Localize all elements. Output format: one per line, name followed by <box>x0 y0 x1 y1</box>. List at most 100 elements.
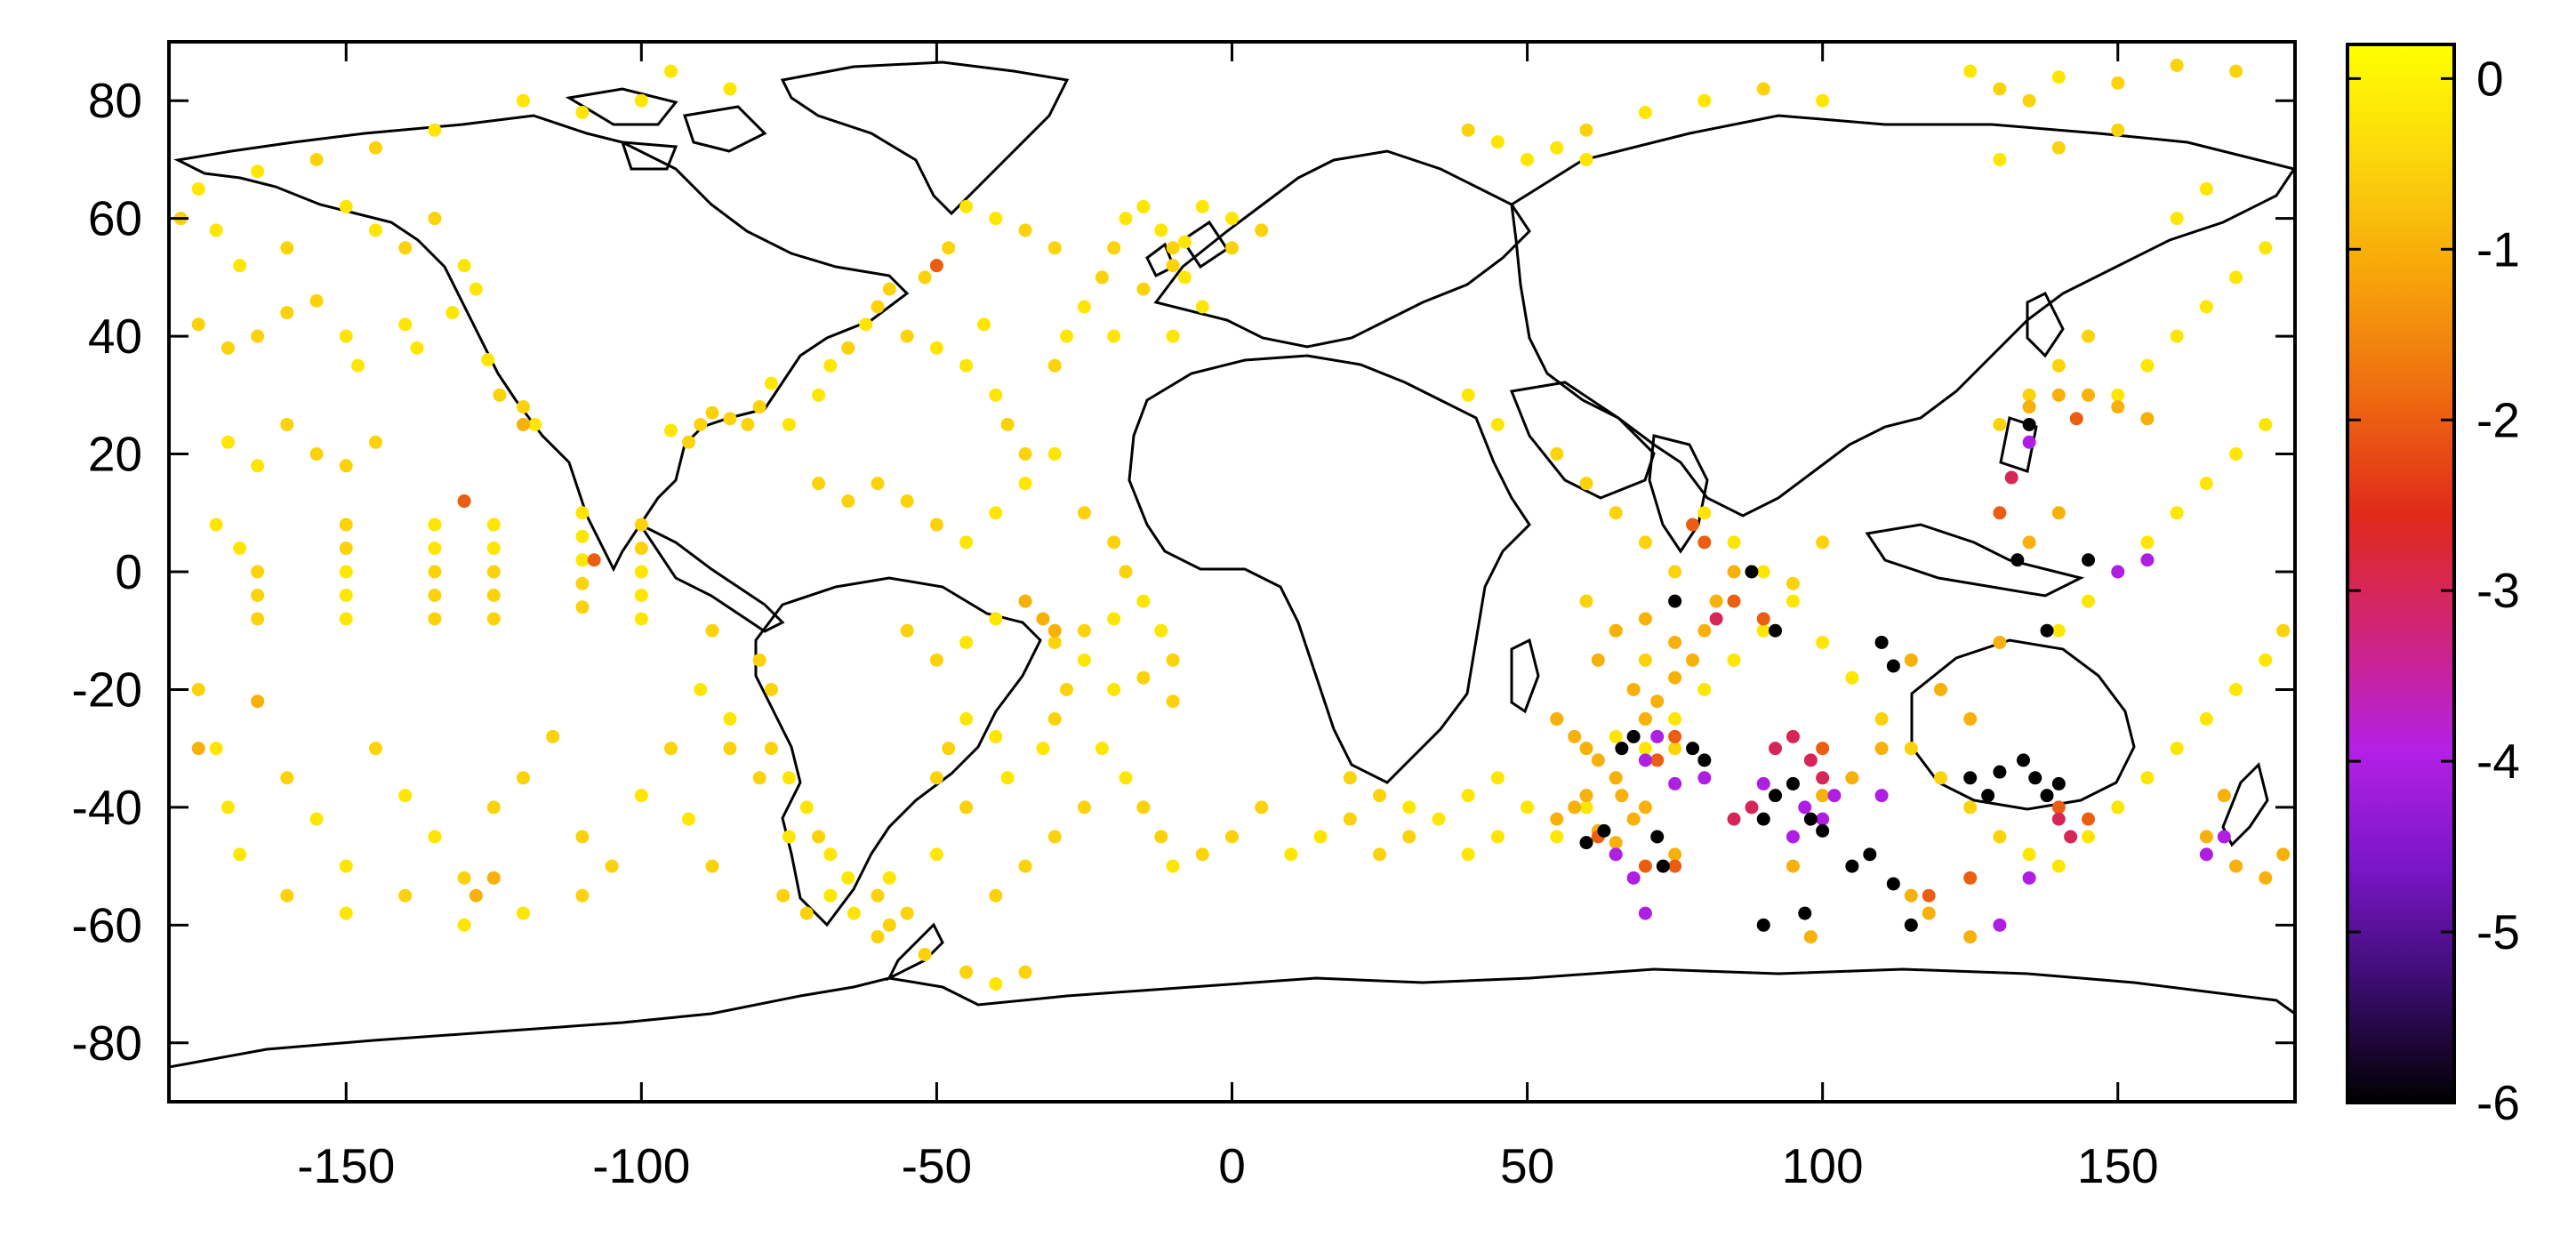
data-point <box>882 282 896 296</box>
data-point <box>1709 594 1723 608</box>
y-axis: 80 60 40 20 0 -20 -40 -60 -80 <box>72 73 2295 1071</box>
x-tick-label: 100 <box>1782 1138 1864 1193</box>
data-point <box>280 888 294 903</box>
data-point <box>1803 930 1818 944</box>
data-point <box>398 241 413 255</box>
data-point <box>1993 506 2007 520</box>
data-point <box>2199 712 2213 726</box>
data-point <box>1047 635 1062 649</box>
x-tick-label: 50 <box>1500 1138 1554 1193</box>
data-point <box>1077 653 1091 667</box>
data-point <box>1609 623 1623 638</box>
data-point <box>486 612 501 626</box>
data-point <box>2229 682 2243 696</box>
data-point <box>1638 105 1652 119</box>
data-point <box>882 871 896 885</box>
data-point <box>1638 753 1652 767</box>
data-point <box>1036 742 1050 756</box>
data-point <box>1922 906 1936 920</box>
data-point <box>1047 623 1062 638</box>
data-point <box>1255 223 1269 237</box>
data-point <box>339 518 353 532</box>
data-point <box>942 241 956 255</box>
data-point <box>841 341 855 355</box>
data-point <box>764 376 778 390</box>
data-point <box>2022 93 2036 108</box>
data-point <box>1993 765 2007 779</box>
data-point <box>2229 859 2243 873</box>
colorbar-axis: 0 -1 -2 -3 -4 -5 -6 <box>2347 51 2520 1130</box>
data-point <box>823 358 838 373</box>
data-point <box>1313 830 1328 844</box>
data-point <box>251 588 265 602</box>
data-point <box>339 588 353 602</box>
data-point <box>339 542 353 556</box>
data-point <box>280 417 294 431</box>
data-point <box>339 565 353 579</box>
y-tick-label: 20 <box>88 427 142 482</box>
data-point <box>900 623 914 638</box>
data-point <box>989 888 1003 903</box>
data-point <box>2016 753 2030 767</box>
data-point <box>1874 635 1889 649</box>
data-point <box>1579 789 1593 803</box>
data-point <box>486 588 501 602</box>
data-point <box>1668 670 1682 685</box>
data-point <box>705 405 719 420</box>
data-point <box>681 435 695 449</box>
data-point <box>1874 742 1889 756</box>
data-point <box>1177 235 1192 249</box>
data-point <box>900 329 914 343</box>
data-point <box>1077 800 1091 815</box>
data-point <box>2199 182 2213 197</box>
data-point <box>1863 847 1877 862</box>
data-point <box>1904 653 1918 667</box>
data-point <box>681 812 695 826</box>
data-point <box>1686 742 1700 756</box>
data-point <box>1060 682 1074 696</box>
data-point <box>1579 742 1593 756</box>
data-point <box>528 417 542 431</box>
data-point <box>1591 753 1605 767</box>
data-point <box>339 459 353 473</box>
data-point <box>1550 140 1564 155</box>
data-point <box>1650 753 1665 767</box>
data-point <box>723 412 737 426</box>
data-point <box>1461 388 1475 402</box>
data-point <box>1550 830 1564 844</box>
data-point <box>752 653 766 667</box>
data-point <box>959 199 974 213</box>
data-point <box>1166 694 1180 709</box>
y-tick-label: 0 <box>115 544 142 599</box>
data-point <box>1177 270 1192 285</box>
data-point <box>1686 518 1700 532</box>
data-point <box>2051 776 2066 791</box>
colorbar-tick-label: -6 <box>2476 1075 2520 1130</box>
data-point <box>1550 712 1564 726</box>
data-point <box>339 199 353 213</box>
data-point <box>1432 812 1446 826</box>
data-point <box>1136 800 1151 815</box>
data-point <box>1095 742 1109 756</box>
data-point <box>575 600 590 614</box>
data-point <box>1745 800 1759 815</box>
data-point <box>2140 771 2155 785</box>
data-point <box>871 300 885 314</box>
data-point <box>1963 712 1978 726</box>
data-point <box>575 506 590 520</box>
data-point <box>1461 847 1475 862</box>
data-point <box>1119 212 1133 226</box>
data-point <box>900 906 914 920</box>
data-point <box>989 977 1003 991</box>
data-point <box>1615 789 1629 803</box>
data-point <box>251 694 265 709</box>
data-point <box>398 789 413 803</box>
data-point <box>575 529 590 543</box>
data-point <box>587 553 601 567</box>
data-point <box>1166 329 1180 343</box>
data-point <box>752 400 766 414</box>
data-point <box>1668 729 1682 743</box>
data-point <box>1756 612 1770 626</box>
